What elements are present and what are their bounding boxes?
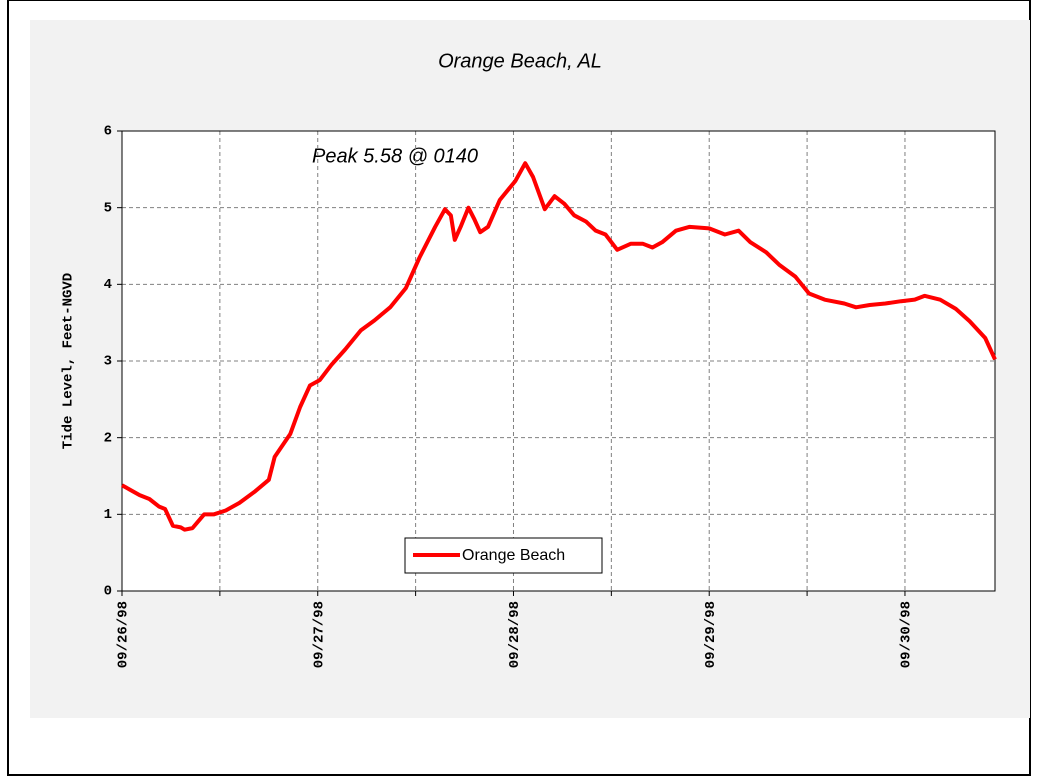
y-tick-label: 1: [104, 507, 112, 523]
x-tick-label: 09/30/98: [899, 601, 915, 668]
x-tick-label: 09/26/98: [116, 601, 132, 668]
x-tick-label: 09/28/98: [507, 601, 523, 668]
x-tick-label: 09/27/98: [311, 601, 327, 668]
y-tick-label: 0: [104, 584, 112, 600]
y-tick-label: 4: [104, 277, 112, 293]
legend-label: Orange Beach: [462, 547, 565, 564]
y-axis-label: Tide Level, Feet-NGVD: [61, 273, 77, 449]
plot-border: [121, 130, 996, 592]
y-tick-label: 6: [104, 124, 112, 140]
data-line: [121, 161, 997, 532]
y-tick-label: 3: [104, 354, 112, 370]
y-tick-label: 2: [104, 430, 112, 446]
y-tick-label: 5: [104, 200, 112, 216]
annotation: Peak 5.58 @ 0140: [312, 145, 478, 167]
chart-title: Orange Beach, AL: [438, 50, 602, 72]
x-tick-label: 09/29/98: [703, 601, 719, 668]
